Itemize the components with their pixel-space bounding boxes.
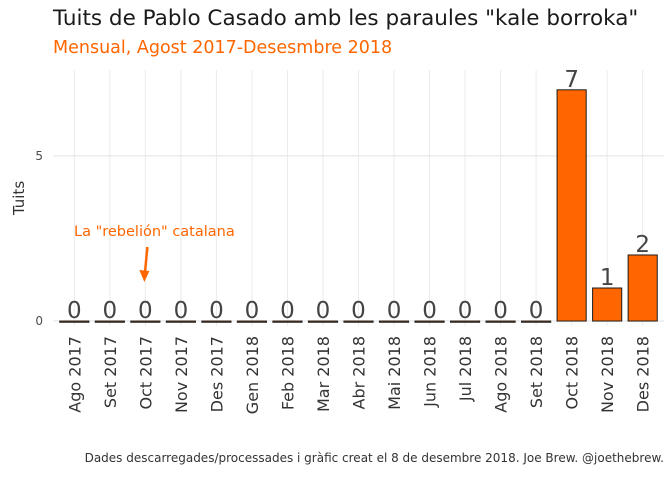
annotation: La "rebelión" catalana (74, 224, 235, 282)
bar (592, 287, 623, 322)
value-label: 0 (103, 298, 118, 324)
bar (201, 320, 232, 323)
chart-caption: Dades descarregades/processades i gràfic… (84, 451, 664, 465)
x-tick-label: Des 2017 (207, 336, 226, 412)
value-label: 0 (138, 298, 153, 324)
y-axis: 0 5 Tuits (10, 149, 43, 328)
chart-title: Tuits de Pablo Casado amb les paraules "… (53, 6, 639, 31)
x-tick-label: Nov 2017 (172, 336, 191, 413)
x-tick-label: Abr 2018 (350, 336, 369, 409)
x-tick-label: Jul 2018 (456, 336, 475, 402)
value-label: 0 (422, 298, 437, 324)
y-tick-label: 0 (35, 314, 43, 328)
bar (59, 320, 90, 323)
x-tick-label: Nov 2018 (598, 336, 617, 413)
x-tick-label: Ago 2018 (492, 336, 511, 413)
value-label: 0 (493, 298, 508, 324)
chart-subtitle: Mensual, Agost 2017-Desesmbre 2018 (53, 38, 393, 58)
x-tick-label: Jun 2018 (421, 336, 440, 408)
bar (343, 320, 374, 323)
annotation-text: La "rebelión" catalana (74, 224, 235, 240)
bar (627, 254, 658, 322)
x-tick-label: Set 2017 (101, 336, 120, 408)
bar (450, 320, 481, 323)
bar (485, 320, 516, 323)
value-label: 7 (564, 67, 579, 93)
x-tick-label: Feb 2018 (278, 336, 297, 410)
bar (165, 320, 196, 323)
value-label: 0 (245, 298, 260, 324)
value-label: 0 (209, 298, 224, 324)
value-label: 0 (458, 298, 473, 324)
x-tick-label: Oct 2018 (563, 336, 582, 409)
value-label: 0 (387, 298, 402, 324)
x-tick-label: Des 2018 (634, 336, 653, 412)
bar (307, 320, 339, 323)
bar (521, 320, 552, 323)
bar (378, 320, 410, 323)
bar (236, 320, 267, 323)
y-axis-title: Tuits (10, 181, 28, 216)
value-label: 0 (529, 298, 544, 324)
value-label: 0 (174, 298, 189, 324)
x-axis: Ago 2017 Set 2017 Oct 2017 Nov 2017 Des 2017… (65, 336, 652, 414)
bar (94, 320, 125, 323)
value-label: 0 (67, 298, 82, 324)
value-label: 0 (351, 298, 366, 324)
value-label: 0 (316, 298, 331, 324)
y-tick-label: 5 (35, 149, 43, 163)
x-tick-label: Ago 2017 (65, 336, 84, 413)
value-label: 1 (600, 265, 615, 291)
x-tick-label: Gen 2018 (243, 336, 262, 414)
bar (272, 320, 303, 323)
bars (59, 89, 658, 323)
x-tick-label: Oct 2017 (136, 336, 155, 409)
value-label: 2 (635, 232, 650, 258)
x-tick-label: Set 2018 (527, 336, 546, 408)
annotation-arrow-shaft (143, 246, 149, 275)
annotation-arrow-head (139, 270, 150, 282)
bar (130, 320, 161, 323)
x-tick-label: Mar 2018 (314, 336, 333, 412)
bar (414, 320, 445, 323)
x-tick-label: Mai 2018 (385, 336, 404, 410)
bar (556, 89, 587, 322)
value-label: 0 (280, 298, 295, 324)
